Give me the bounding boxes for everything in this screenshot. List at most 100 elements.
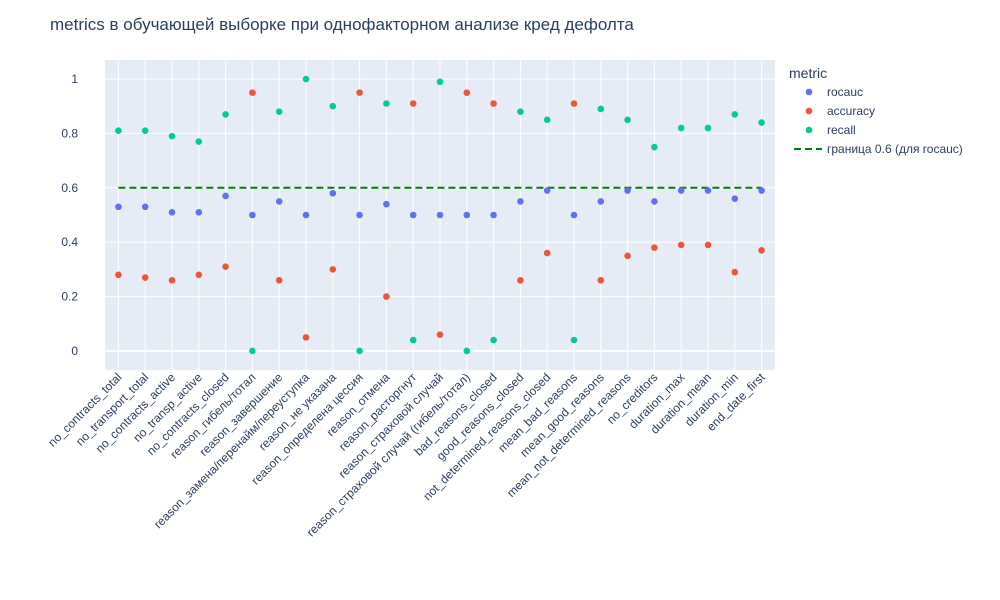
point-accuracy-reason_страховой случай[interactable]: [436, 331, 444, 338]
point-accuracy-reason_замена/перенайм/переуступка[interactable]: [302, 334, 310, 341]
point-rocauc-reason_замена/перенайм/переуступка[interactable]: [302, 211, 310, 219]
point-recall-end_date_first[interactable]: [758, 119, 765, 126]
y-tick-label: 0.8: [61, 126, 78, 140]
point-recall-duration_min[interactable]: [731, 111, 739, 118]
point-recall-mean_bad_reasons[interactable]: [570, 336, 578, 344]
y-tick-label: 0: [71, 344, 78, 358]
point-accuracy-duration_mean[interactable]: [704, 241, 712, 249]
point-rocauc-mean_not_determined_reasons[interactable]: [624, 187, 631, 194]
y-tick-label: 0.6: [61, 181, 78, 195]
point-accuracy-mean_not_determined_reasons[interactable]: [624, 252, 631, 260]
point-rocauc-reason_не указана[interactable]: [329, 189, 337, 197]
point-accuracy-reason_отмена[interactable]: [383, 293, 390, 300]
point-accuracy-no_contracts_closed[interactable]: [222, 263, 229, 270]
y-tick-label: 1: [71, 72, 78, 86]
point-rocauc-reason_отмена[interactable]: [383, 200, 390, 208]
point-recall-reason_отмена[interactable]: [383, 100, 390, 107]
point-accuracy-reason_не указана[interactable]: [329, 266, 337, 273]
legend-marker-accuracy: [805, 107, 813, 115]
point-recall-no_creditors[interactable]: [651, 143, 658, 151]
point-rocauc-reason_страховой случай (гибель/тотал)[interactable]: [463, 211, 471, 219]
legend-item-accuracy[interactable]: accuracy: [805, 104, 875, 118]
point-recall-reason_расторгнут[interactable]: [409, 336, 417, 344]
point-rocauc-bad_reasons_closed[interactable]: [490, 211, 497, 219]
point-accuracy-good_reasons_closed[interactable]: [517, 276, 524, 284]
point-recall-duration_max[interactable]: [677, 124, 685, 132]
y-tick-label: 0.2: [61, 290, 78, 304]
point-recall-good_reasons_closed[interactable]: [517, 108, 524, 115]
point-recall-reason_не указана[interactable]: [329, 102, 337, 110]
y-axis-ticks: 0 0.2 0.4 0.6 0.8 1: [61, 72, 78, 358]
point-recall-mean_not_determined_reasons[interactable]: [624, 116, 631, 124]
point-accuracy-not_determined_reasons_closed[interactable]: [543, 249, 551, 257]
legend-label-rocauc: rocauc: [827, 85, 863, 99]
point-accuracy-reason_определена цессия[interactable]: [356, 89, 363, 96]
legend-item-recall[interactable]: recall: [805, 123, 856, 137]
x-axis-ticks: no_contracts_totalno_transport_totalno_c…: [45, 370, 768, 540]
legend[interactable]: metric rocauc accuracy recall граница 0.6 (…: [789, 65, 963, 156]
point-rocauc-duration_mean[interactable]: [704, 187, 712, 194]
point-rocauc-no_transp_active[interactable]: [195, 208, 203, 216]
point-accuracy-no_transport_total[interactable]: [141, 274, 149, 281]
point-rocauc-duration_max[interactable]: [677, 187, 685, 194]
data-points: [115, 75, 765, 355]
legend-title: metric: [789, 65, 827, 81]
point-rocauc-mean_good_reasons[interactable]: [597, 198, 605, 205]
point-recall-bad_reasons_closed[interactable]: [490, 336, 497, 344]
point-rocauc-end_date_first[interactable]: [758, 187, 765, 194]
point-accuracy-reason_гибель/тотал[interactable]: [249, 89, 256, 96]
point-accuracy-no_creditors[interactable]: [651, 244, 658, 251]
legend-label-reference-line: граница 0.6 (для rocauc): [827, 142, 963, 156]
point-rocauc-duration_min[interactable]: [731, 195, 739, 202]
point-accuracy-no_transp_active[interactable]: [195, 271, 203, 279]
point-accuracy-no_contracts_active[interactable]: [168, 276, 176, 284]
legend-marker-recall: [805, 126, 813, 134]
point-rocauc-reason_страховой случай[interactable]: [436, 211, 444, 219]
point-accuracy-duration_min[interactable]: [731, 268, 739, 276]
point-accuracy-no_contracts_total[interactable]: [115, 271, 122, 279]
point-accuracy-duration_max[interactable]: [677, 241, 685, 249]
point-recall-no_transport_total[interactable]: [141, 127, 149, 135]
point-recall-no_transp_active[interactable]: [195, 138, 203, 145]
point-rocauc-no_transport_total[interactable]: [141, 203, 149, 211]
point-recall-reason_определена цессия[interactable]: [356, 347, 363, 355]
point-accuracy-mean_good_reasons[interactable]: [597, 276, 605, 284]
point-rocauc-no_contracts_closed[interactable]: [222, 192, 229, 200]
point-recall-not_determined_reasons_closed[interactable]: [543, 116, 551, 124]
point-accuracy-reason_расторгнут[interactable]: [409, 100, 417, 107]
point-rocauc-no_creditors[interactable]: [651, 198, 658, 205]
point-rocauc-not_determined_reasons_closed[interactable]: [543, 187, 551, 194]
point-recall-mean_good_reasons[interactable]: [597, 105, 605, 113]
point-accuracy-mean_bad_reasons[interactable]: [570, 100, 578, 107]
point-rocauc-mean_bad_reasons[interactable]: [570, 211, 578, 219]
point-recall-reason_страховой случай[interactable]: [436, 78, 444, 86]
point-rocauc-good_reasons_closed[interactable]: [517, 198, 524, 205]
point-recall-reason_страховой случай (гибель/тотал)[interactable]: [463, 347, 471, 355]
y-tick-label: 0.4: [61, 235, 78, 249]
point-rocauc-no_contracts_total[interactable]: [115, 203, 122, 211]
point-rocauc-reason_завершение[interactable]: [275, 198, 283, 205]
legend-label-accuracy: accuracy: [827, 104, 875, 118]
chart-title: metrics в обучающей выборке при однофакт…: [50, 15, 634, 34]
point-rocauc-reason_гибель/тотал[interactable]: [249, 211, 256, 219]
point-accuracy-bad_reasons_closed[interactable]: [490, 100, 497, 107]
point-accuracy-end_date_first[interactable]: [758, 247, 765, 254]
point-rocauc-no_contracts_active[interactable]: [168, 208, 176, 216]
point-recall-reason_гибель/тотал[interactable]: [249, 347, 256, 355]
point-recall-no_contracts_active[interactable]: [168, 132, 176, 140]
point-recall-no_contracts_total[interactable]: [115, 127, 122, 135]
point-accuracy-reason_страховой случай (гибель/тотал)[interactable]: [463, 89, 471, 96]
point-rocauc-reason_определена цессия[interactable]: [356, 211, 363, 219]
point-rocauc-reason_расторгнут[interactable]: [409, 211, 417, 219]
point-recall-reason_замена/перенайм/переуступка[interactable]: [302, 75, 310, 83]
legend-marker-rocauc: [805, 88, 813, 96]
point-recall-reason_завершение[interactable]: [275, 108, 283, 115]
legend-item-reference-line[interactable]: граница 0.6 (для rocauc): [794, 142, 963, 156]
point-recall-no_contracts_closed[interactable]: [222, 111, 229, 118]
point-recall-duration_mean[interactable]: [704, 124, 712, 132]
point-accuracy-reason_завершение[interactable]: [275, 276, 283, 284]
legend-label-recall: recall: [827, 123, 856, 137]
legend-item-rocauc[interactable]: rocauc: [805, 85, 863, 99]
